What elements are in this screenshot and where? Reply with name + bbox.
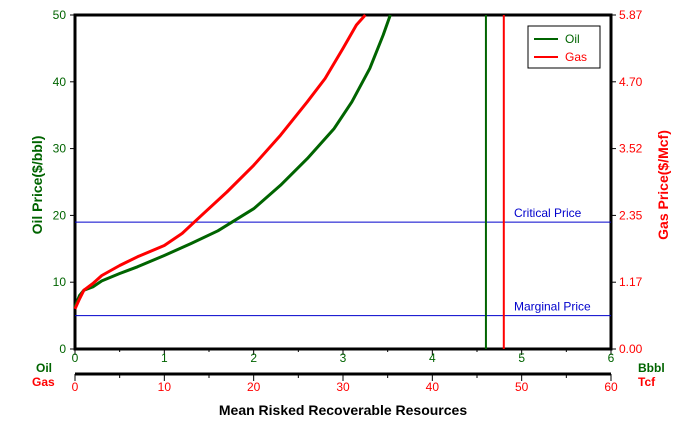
y-left-tick-label: 20 [53, 208, 67, 222]
x-oil-unit-label: Bbbl [638, 361, 665, 375]
y-right-axis-title: Gas Price($/Mcf) [655, 130, 671, 240]
y-right-tick-label: 2.35 [619, 208, 643, 222]
y-left-tick-label: 40 [53, 75, 67, 89]
x-oil-tick-label: 6 [608, 351, 615, 365]
y-left-tick-label: 50 [53, 8, 67, 22]
x-axis-title: Mean Risked Recoverable Resources [219, 402, 467, 418]
x-gas-tick-label: 10 [158, 380, 172, 394]
y-right-tick-label: 1.17 [619, 275, 643, 289]
x-oil-tick-label: 1 [161, 351, 168, 365]
y-right-tick-label: 5.87 [619, 8, 643, 22]
x-oil-tick-label: 3 [340, 351, 347, 365]
legend-label-oil: Oil [565, 32, 580, 46]
x-gas-tick-label: 50 [515, 380, 529, 394]
x-gas-tick-label: 40 [426, 380, 440, 394]
hline-label-1: Marginal Price [514, 300, 591, 314]
x-gas-tick-label: 30 [336, 380, 350, 394]
hline-label-0: Critical Price [514, 206, 582, 220]
x-oil-tick-label: 0 [72, 351, 79, 365]
x-oil-tick-label: 4 [429, 351, 436, 365]
x-gas-unit-label: Tcf [638, 375, 656, 389]
x-oil-tick-label: 5 [518, 351, 525, 365]
legend-box [527, 25, 601, 69]
y-left-axis-title: Oil Price($/bbl) [29, 136, 45, 235]
y-right-tick-label: 4.70 [619, 75, 643, 89]
x-gas-axis-label: Gas [32, 375, 55, 389]
x-gas-tick-label: 60 [604, 380, 618, 394]
legend-label-gas: Gas [565, 50, 587, 64]
x-oil-axis-label: Oil [36, 361, 52, 375]
x-gas-tick-label: 0 [72, 380, 79, 394]
series-line-gas [73, 14, 367, 310]
y-left-tick-label: 0 [59, 342, 66, 356]
x-gas-tick-label: 20 [247, 380, 261, 394]
y-right-tick-label: 0.00 [619, 342, 643, 356]
y-left-tick-label: 10 [53, 275, 67, 289]
y-left-tick-label: 30 [53, 142, 67, 156]
x-oil-tick-label: 2 [250, 351, 257, 365]
y-right-tick-label: 3.52 [619, 142, 643, 156]
series-line-oil [73, 14, 392, 308]
